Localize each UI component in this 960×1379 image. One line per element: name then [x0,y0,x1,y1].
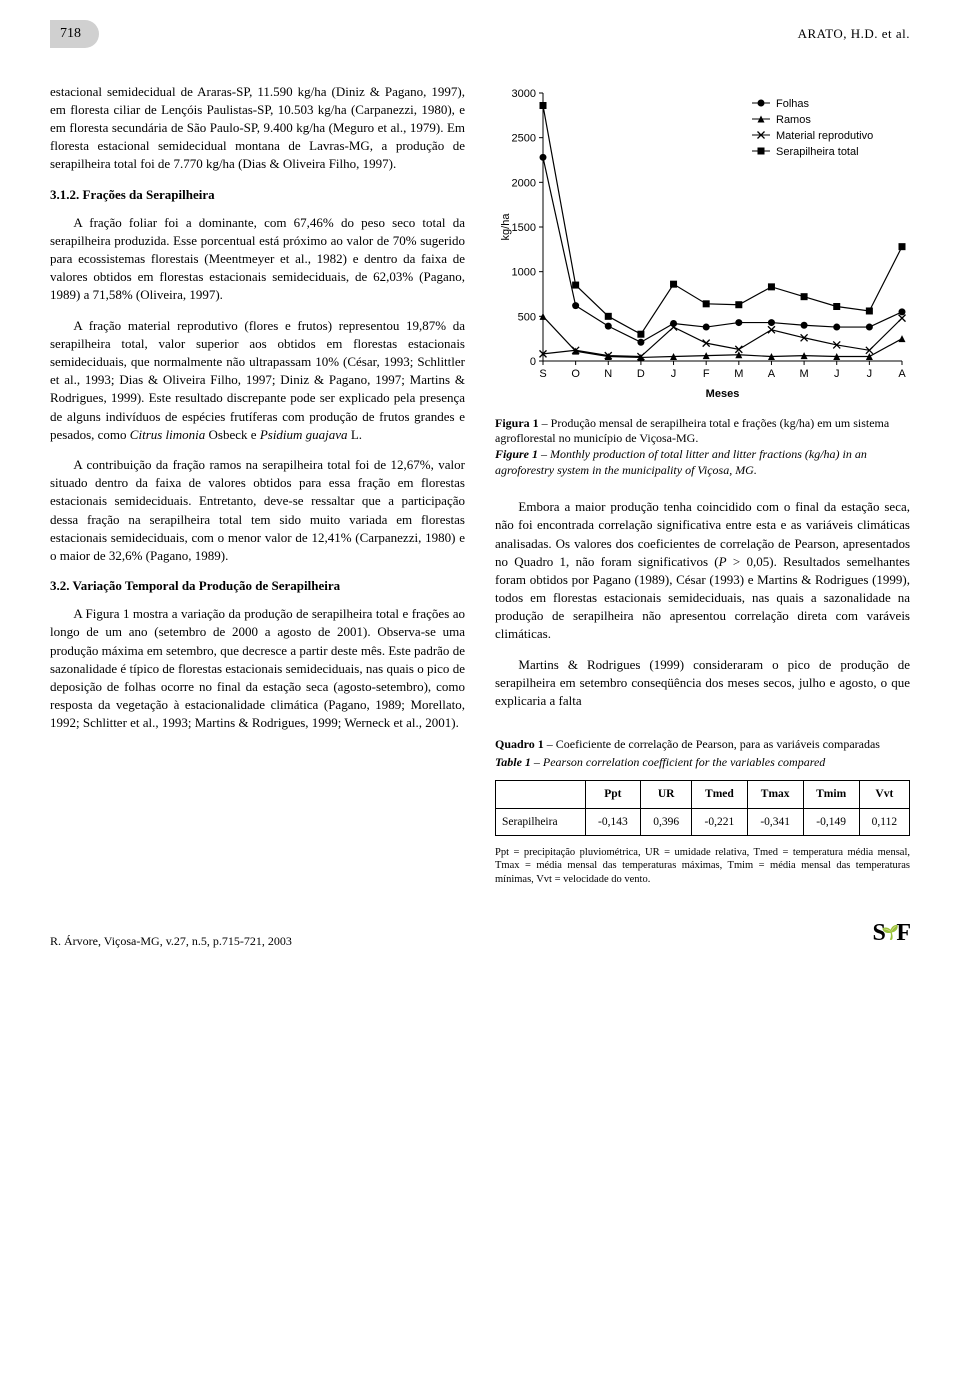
body-paragraph: Martins & Rodrigues (1999) consideraram … [495,656,910,711]
page-header: 718 ARATO, H.D. et al. [50,20,910,48]
svg-text:0: 0 [530,356,536,368]
body-paragraph: A fração material reprodutivo (flores e … [50,317,465,444]
section-heading: 3.1.2. Frações da Serapilheira [50,186,465,204]
left-column: estacional semidecidual de Araras-SP, 11… [50,83,465,887]
table-cell: 0,396 [641,808,692,835]
body-paragraph: A contribuição da fração ramos na serapi… [50,456,465,565]
svg-text:D: D [637,368,645,380]
pearson-table: PptURTmedTmaxTmimVvtSerapilheira-0,1430,… [495,780,910,835]
table-header-cell [496,781,586,808]
svg-text:Serapilheira total: Serapilheira total [776,146,859,158]
table-header-cell: Ppt [585,781,641,808]
table-cell: Serapilheira [496,808,586,835]
svg-text:J: J [834,368,840,380]
table-cell: -0,221 [692,808,748,835]
body-paragraph: estacional semidecidual de Araras-SP, 11… [50,83,465,174]
svg-text:Meses: Meses [706,388,740,400]
body-paragraph: A Figura 1 mostra a variação da produção… [50,605,465,732]
table-header-cell: UR [641,781,692,808]
svg-text:O: O [571,368,580,380]
table-cell: 0,112 [859,808,909,835]
svg-text:2500: 2500 [512,132,536,144]
figure-caption-en: Figure 1 – Monthly production of total l… [495,447,910,478]
svg-text:500: 500 [518,311,536,323]
page-footer: R. Árvore, Viçosa-MG, v.27, n.5, p.715-7… [50,917,910,951]
table-cell: -0,149 [803,808,859,835]
table-cell: -0,143 [585,808,641,835]
chart-figure: 0 500 1000 1500 2000 2500 3000 kg/ha S O N D J F M A M J J… [495,83,910,408]
svg-text:1000: 1000 [512,266,536,278]
table-footnote: Ppt = precipitação pluviométrica, UR = u… [495,846,910,887]
two-column-layout: estacional semidecidual de Araras-SP, 11… [50,83,910,887]
body-paragraph: A fração foliar foi a dominante, com 67,… [50,214,465,305]
table-header-cell: Tmax [747,781,803,808]
section-heading: 3.2. Variação Temporal da Produção de Se… [50,577,465,595]
svg-text:2000: 2000 [512,177,536,189]
page-number: 718 [50,20,99,48]
right-column: 0 500 1000 1500 2000 2500 3000 kg/ha S O N D J F M A M J J… [495,83,910,887]
svg-text:kg/ha: kg/ha [500,212,512,240]
footer-citation: R. Árvore, Viçosa-MG, v.27, n.5, p.715-7… [50,933,292,950]
svg-text:J: J [867,368,873,380]
table-header-cell: Tmim [803,781,859,808]
table-row: Serapilheira-0,1430,396-0,221-0,341-0,14… [496,808,910,835]
svg-text:Folhas: Folhas [776,98,810,110]
svg-text:3000: 3000 [512,88,536,100]
svg-text:A: A [898,368,906,380]
table-caption-pt: Quadro 1 – Coeficiente de correlação de … [495,737,910,753]
svg-text:1500: 1500 [512,222,536,234]
line-chart: 0 500 1000 1500 2000 2500 3000 kg/ha S O N D J F M A M J J… [495,83,910,403]
svg-text:A: A [768,368,776,380]
svg-text:S: S [539,368,546,380]
svg-text:M: M [800,368,809,380]
table-caption-en: Table 1 – Pearson correlation coefficien… [495,755,910,771]
svg-text:Material reprodutivo: Material reprodutivo [776,130,873,142]
table-header-cell: Tmed [692,781,748,808]
sif-logo: S🌱F [873,917,910,951]
svg-text:Ramos: Ramos [776,114,811,126]
svg-text:J: J [671,368,677,380]
svg-text:N: N [604,368,612,380]
header-author: ARATO, H.D. et al. [798,25,910,43]
svg-text:F: F [703,368,710,380]
table-header-cell: Vvt [859,781,909,808]
svg-text:M: M [734,368,743,380]
body-paragraph: Embora a maior produção tenha coincidido… [495,498,910,644]
figure-caption-pt: Figura 1 – Produção mensal de serapilhei… [495,416,910,447]
table-cell: -0,341 [747,808,803,835]
